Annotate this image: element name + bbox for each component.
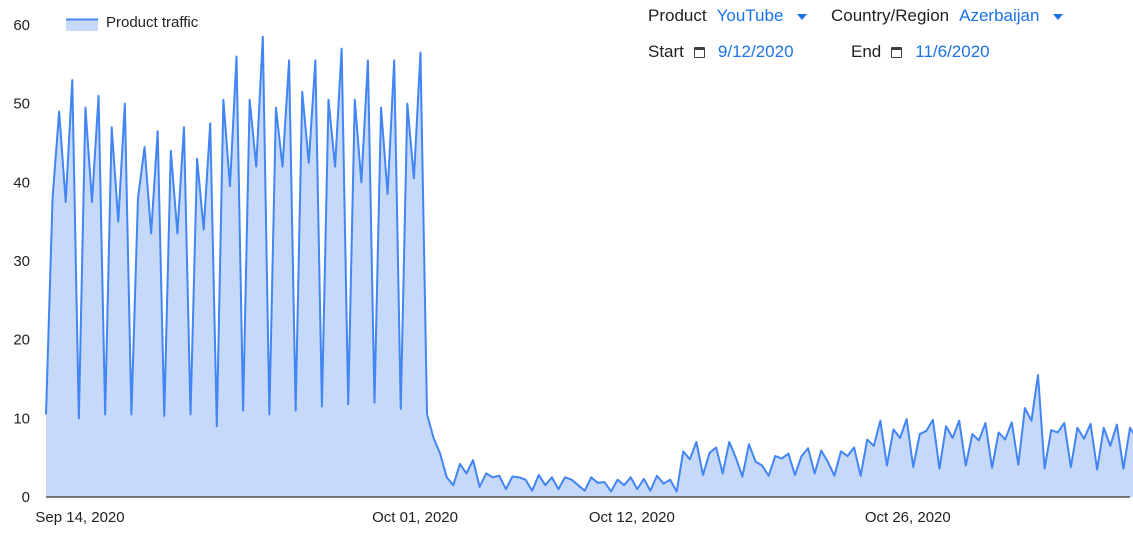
product-dropdown[interactable]: YouTube — [717, 6, 808, 26]
region-dropdown[interactable]: Azerbaijan — [959, 6, 1064, 26]
start-date-filter: Start 9/12/2020 — [648, 42, 794, 62]
series-line — [45, 35, 1133, 493]
legend[interactable]: Product traffic — [66, 14, 199, 31]
y-tick-label: 50 — [13, 96, 30, 113]
chevron-down-icon — [1053, 14, 1064, 20]
legend-swatch — [66, 19, 98, 31]
y-axis: 0 10 20 30 40 50 60 — [13, 17, 30, 506]
series-area-fill — [46, 36, 1133, 497]
product-label: Product — [648, 6, 707, 25]
start-label: Start — [648, 42, 684, 61]
x-tick-label: Oct 12, 2020 — [589, 509, 675, 526]
product-filter: Product YouTube — [648, 6, 808, 26]
end-date-value: 11/6/2020 — [915, 42, 990, 61]
x-tick-label: Sep 14, 2020 — [35, 509, 124, 526]
start-date-picker[interactable]: 9/12/2020 — [693, 42, 794, 62]
x-tick-label: Oct 01, 2020 — [372, 509, 458, 526]
region-label: Country/Region — [831, 6, 950, 25]
chevron-down-icon — [797, 14, 808, 20]
end-date-filter: End 11/6/2020 — [851, 42, 990, 62]
calendar-icon — [891, 46, 903, 58]
x-axis: Sep 14, 2020 Oct 01, 2020 Oct 12, 2020 Oct … — [35, 509, 950, 526]
y-tick-label: 10 — [13, 410, 30, 427]
end-label: End — [851, 42, 882, 61]
region-filter: Country/Region Azerbaijan — [831, 6, 1064, 26]
calendar-icon — [693, 46, 705, 58]
region-value: Azerbaijan — [959, 6, 1040, 25]
end-date-picker[interactable]: 11/6/2020 — [891, 42, 990, 62]
y-tick-label: 20 — [13, 332, 30, 349]
y-tick-label: 30 — [13, 253, 30, 270]
product-value: YouTube — [716, 6, 784, 25]
y-tick-label: 40 — [13, 174, 30, 191]
y-tick-label: 0 — [22, 489, 30, 506]
start-date-value: 9/12/2020 — [717, 42, 794, 61]
x-tick-label: Oct 26, 2020 — [865, 509, 951, 526]
y-tick-label: 60 — [13, 17, 30, 34]
legend-label-product-traffic: Product traffic — [106, 14, 199, 31]
